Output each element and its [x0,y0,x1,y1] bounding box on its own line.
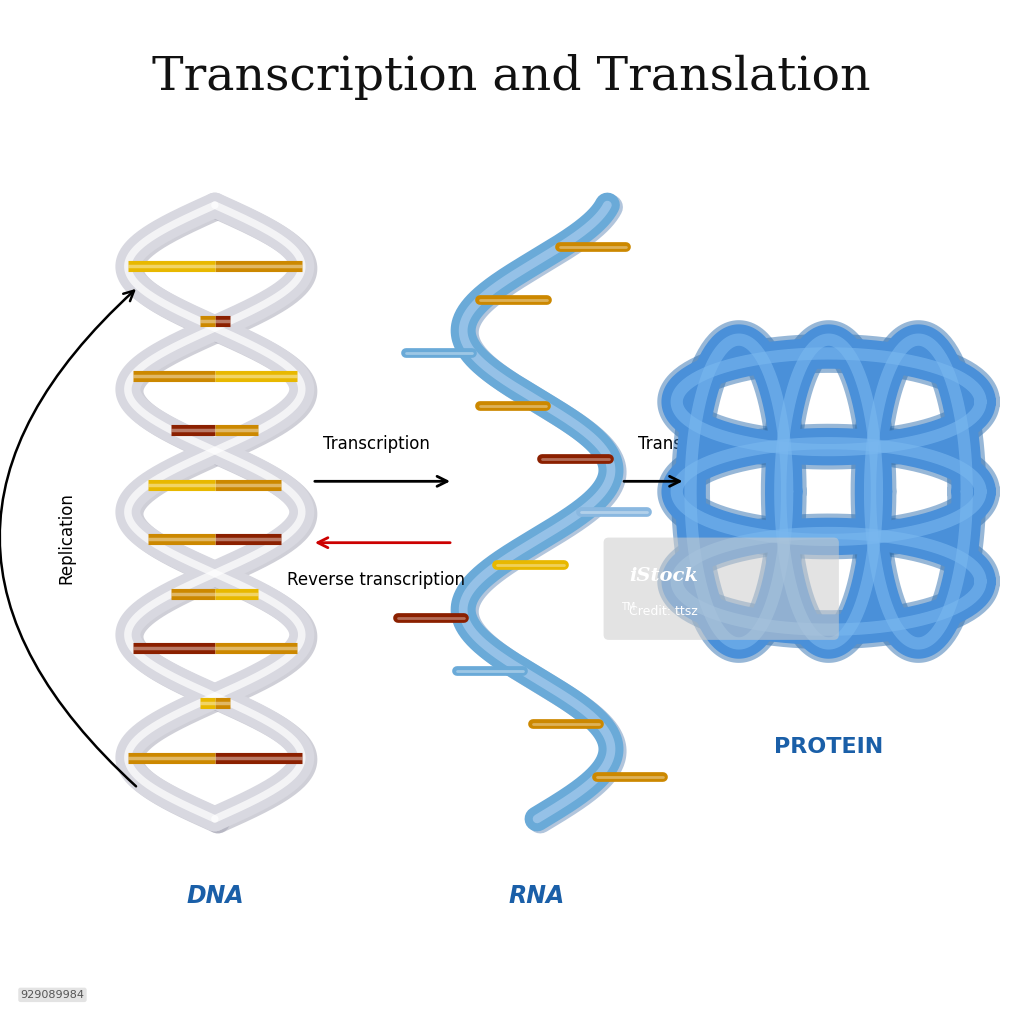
Text: PROTEIN: PROTEIN [774,737,883,758]
Text: iStock: iStock [629,567,698,586]
Text: Credit: ttsz: Credit: ttsz [629,605,698,617]
FancyBboxPatch shape [604,538,839,640]
Text: 929089984: 929089984 [20,990,85,999]
Text: Reverse transcription: Reverse transcription [287,571,464,590]
Text: Translation: Translation [637,434,728,453]
Text: DNA: DNA [186,884,243,907]
Text: Transcription: Transcription [322,434,430,453]
Text: Replication: Replication [57,492,76,584]
Text: RNA: RNA [509,884,565,907]
Text: Transcription and Translation: Transcription and Translation [152,54,871,100]
FancyArrowPatch shape [0,291,136,786]
Text: TM: TM [621,602,635,612]
